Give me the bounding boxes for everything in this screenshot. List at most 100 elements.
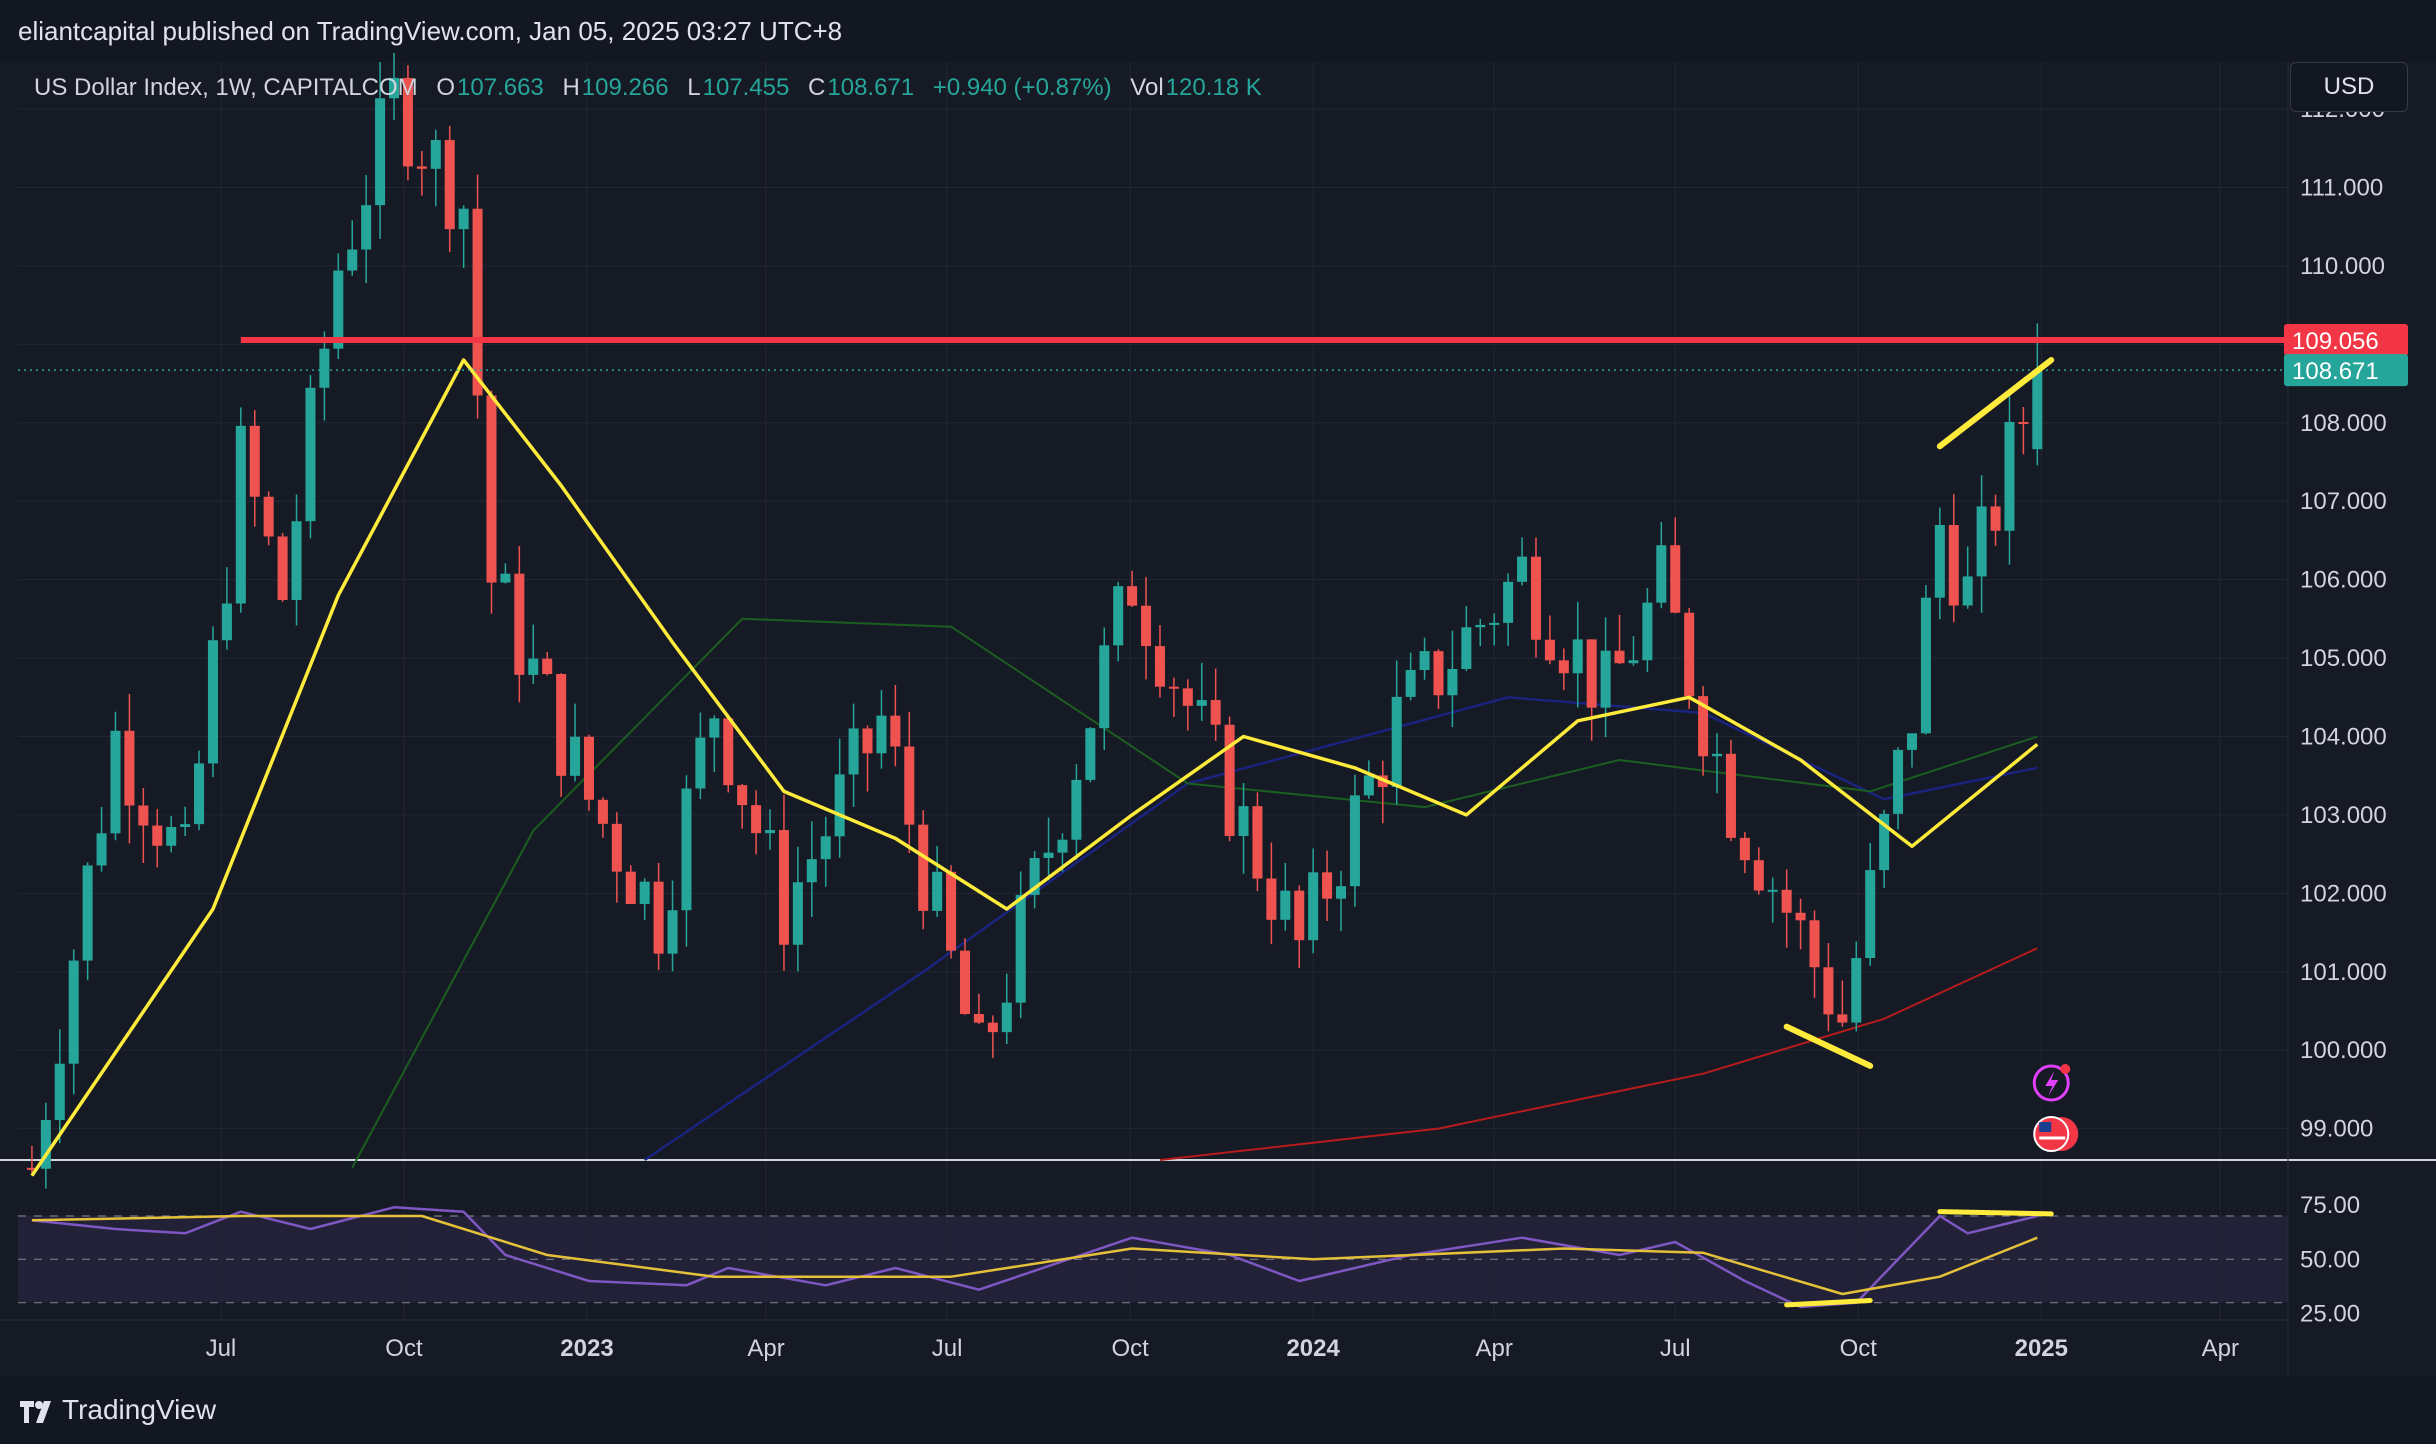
candle-body [653,881,664,954]
tradingview-logo-icon [20,1400,51,1423]
candle-body [1698,696,1709,757]
time-tick-label: Apr [2202,1335,2239,1362]
candle-body [681,788,692,911]
price-badge [2284,323,2408,356]
published-caption: eliantcapital published on TradingView.c… [18,16,843,46]
symbol-title[interactable]: US Dollar Index, 1W, CAPITALCOM [34,74,418,101]
candle-body [1141,605,1152,647]
candle-body [1433,651,1444,696]
candle-body [806,859,817,883]
price-tick-label: 105.000 [2300,645,2387,672]
candle-body [40,1120,51,1169]
candle-body [305,387,316,522]
flash-icon-dot [2060,1064,2071,1074]
candle-body [388,77,400,99]
close-value: 108.671 [827,74,915,101]
ma-green-line [351,617,2038,1169]
candle-body [848,728,859,775]
low-value: 107.455 [702,74,790,101]
candle-body [1099,645,1110,729]
candle-body [1628,660,1639,664]
candle-body [1656,545,1667,603]
candle-body [319,348,330,388]
candle-body [862,728,873,754]
candle-body [249,425,260,497]
time-tick-label: Oct [385,1335,423,1362]
rsi-line [31,1206,2038,1309]
open-value: 107.663 [457,74,544,101]
vol-label: Vol [1130,74,1164,101]
candle-body [1934,525,1945,598]
time-tick-label: Jul [1660,1335,1691,1362]
candle-body [890,715,901,747]
close-label: C [808,74,826,101]
candle-body [597,799,608,824]
candle-body [1308,872,1319,941]
candle-body [904,746,915,825]
candle-body [1990,506,2001,531]
ma-blue-line [644,696,2038,1162]
candle-body [68,960,79,1064]
high-value: 109.266 [581,74,669,101]
ma-yellow-line [30,358,2039,1177]
candle-body [194,763,205,825]
candle-body [1391,696,1402,788]
candle-body [152,825,163,846]
currency-button[interactable]: USD [2290,62,2408,112]
candle-body [1600,650,1611,708]
time-tick-label: Apr [747,1335,784,1362]
open-label: O [436,74,456,101]
candle-body [347,249,358,271]
candle-body [1224,724,1235,836]
price-tick-label: 108.000 [2300,410,2387,437]
rsi-tick-label: 50.00 [2300,1246,2360,1273]
candle-body [1893,749,1904,814]
candle-body [1684,612,1695,697]
candle-body [361,205,372,250]
tradingview-logo[interactable]: TradingView [20,1394,216,1426]
candle-body [207,640,218,764]
candle-body [570,736,581,776]
candle-body [1419,651,1430,670]
time-tick-label: Oct [1840,1335,1878,1362]
price-tick-label: 110.000 [2300,253,2385,280]
price-tick-label: 106.000 [2300,567,2387,594]
candle-body [1725,753,1736,838]
candle-body [375,98,386,206]
candle-body [556,674,567,776]
candle-body [96,833,107,866]
candle-body [1349,795,1360,887]
candle-body [1558,660,1569,674]
candle-body [1712,753,1723,757]
candle-body [1739,837,1750,861]
rsi-signal-line [31,1214,2038,1296]
candle-body [542,658,553,675]
candle-body [737,785,748,806]
time-tick-label: Oct [1111,1335,1149,1362]
candle-body [1517,556,1528,582]
candle-body [2018,422,2029,425]
candle-body [277,536,288,600]
candle-body [1057,839,1068,853]
candle-body [1447,668,1458,696]
candle-body [1252,806,1263,879]
candle-body [1405,669,1416,697]
candle-body [500,573,511,583]
candle-body [1976,506,1987,577]
candle-body [458,208,469,230]
candle-body [1823,967,1834,1015]
candle-body [1795,912,1806,921]
tradingview-brand: TradingView [62,1394,217,1425]
time-tick-label: 2024 [1286,1335,1340,1362]
candle-body [667,910,678,954]
price-tick-label: 104.000 [2300,723,2387,750]
rsi-tick-label: 75.00 [2300,1192,2360,1219]
candle-body [611,823,622,872]
time-tick-label: Apr [1476,1335,1513,1362]
candle-body [1210,700,1221,725]
candle-body [946,871,957,951]
time-tick-label: 2025 [2015,1335,2068,1362]
candle-body [1670,545,1681,613]
candle-body [834,774,845,837]
